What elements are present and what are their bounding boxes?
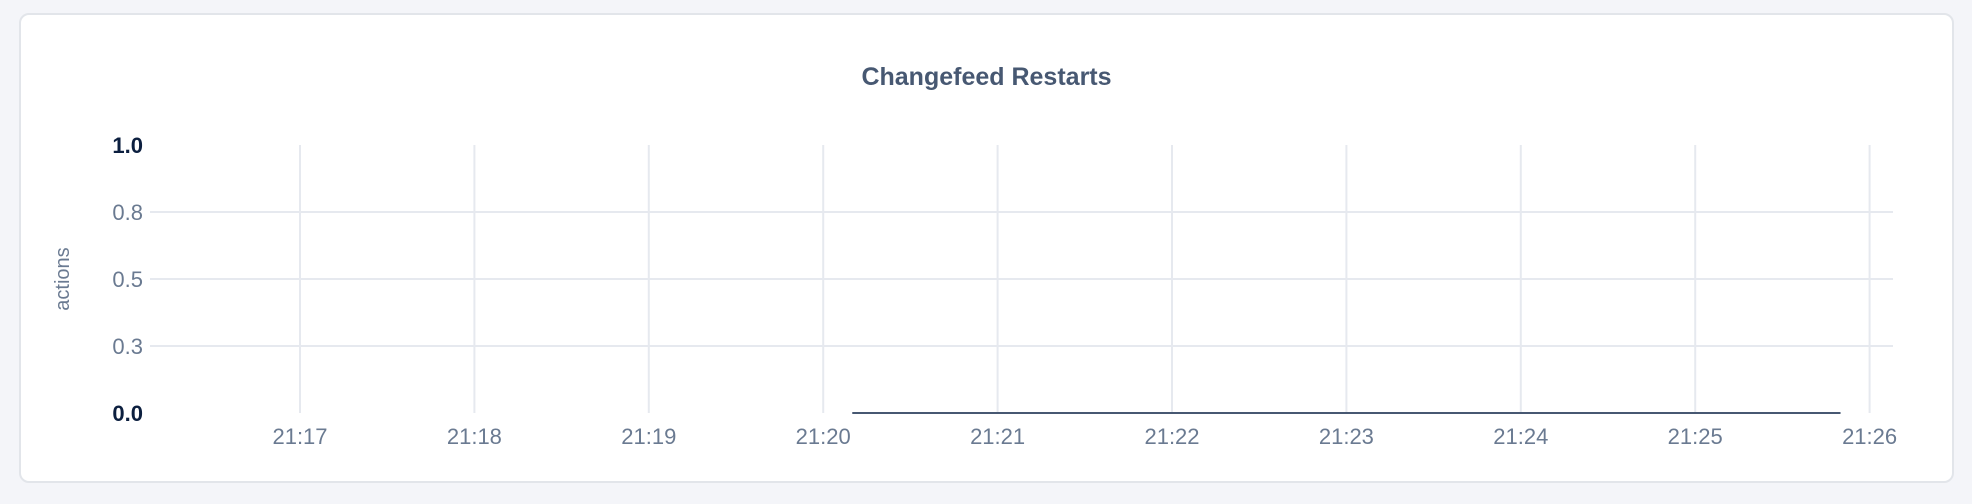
y-tick-label: 0.0 xyxy=(112,401,143,426)
y-tick-label: 0.3 xyxy=(112,334,143,359)
x-tick-label: 21:25 xyxy=(1668,424,1723,449)
x-tick-label: 21:20 xyxy=(796,424,851,449)
chart-title: Changefeed Restarts xyxy=(861,63,1112,91)
x-tick-label: 21:18 xyxy=(447,424,502,449)
chart-card: Changefeed Restarts xyxy=(19,13,1954,483)
y-tick-label: 1.0 xyxy=(112,133,143,158)
y-axis-label: actions xyxy=(52,247,74,310)
y-tick-label: 0.5 xyxy=(112,267,143,292)
x-tick-label: 21:19 xyxy=(621,424,676,449)
x-tick-label: 21:24 xyxy=(1493,424,1548,449)
y-tick-label: 0.8 xyxy=(112,200,143,225)
x-tick-label: 21:21 xyxy=(970,424,1025,449)
x-tick-label: 21:23 xyxy=(1319,424,1374,449)
x-tick-label: 21:22 xyxy=(1144,424,1199,449)
x-tick-label: 21:26 xyxy=(1842,424,1897,449)
x-tick-label: 21:17 xyxy=(272,424,327,449)
